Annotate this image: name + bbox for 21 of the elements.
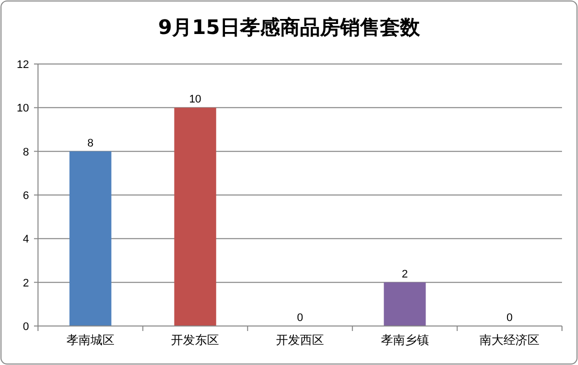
- x-tick-label: 孝南城区: [66, 333, 114, 347]
- y-tick-label: 0: [22, 321, 29, 333]
- x-tick-label: 孝南乡镇: [380, 333, 429, 347]
- y-tick-label: 12: [16, 59, 29, 71]
- x-tick-label: 开发西区: [276, 333, 324, 347]
- y-tick-label: 2: [22, 277, 29, 290]
- data-label: 10: [189, 94, 202, 106]
- y-tick-label: 8: [22, 146, 29, 158]
- data-label: 2: [402, 268, 408, 280]
- bar: [384, 282, 426, 326]
- data-label: 8: [87, 137, 94, 150]
- data-label: 0: [296, 312, 304, 324]
- bar: [174, 108, 216, 326]
- bar: [69, 151, 112, 326]
- y-tick-label: 4: [22, 234, 29, 246]
- y-tick-label: 10: [16, 102, 29, 115]
- x-tick-label: 开发东区: [171, 333, 220, 347]
- y-tick-label: 6: [22, 190, 29, 202]
- x-tick-label: 南大经济区: [480, 333, 540, 347]
- chart-title: 9月15日孝感商品房销售套数: [158, 15, 421, 39]
- data-label: 0: [506, 312, 513, 324]
